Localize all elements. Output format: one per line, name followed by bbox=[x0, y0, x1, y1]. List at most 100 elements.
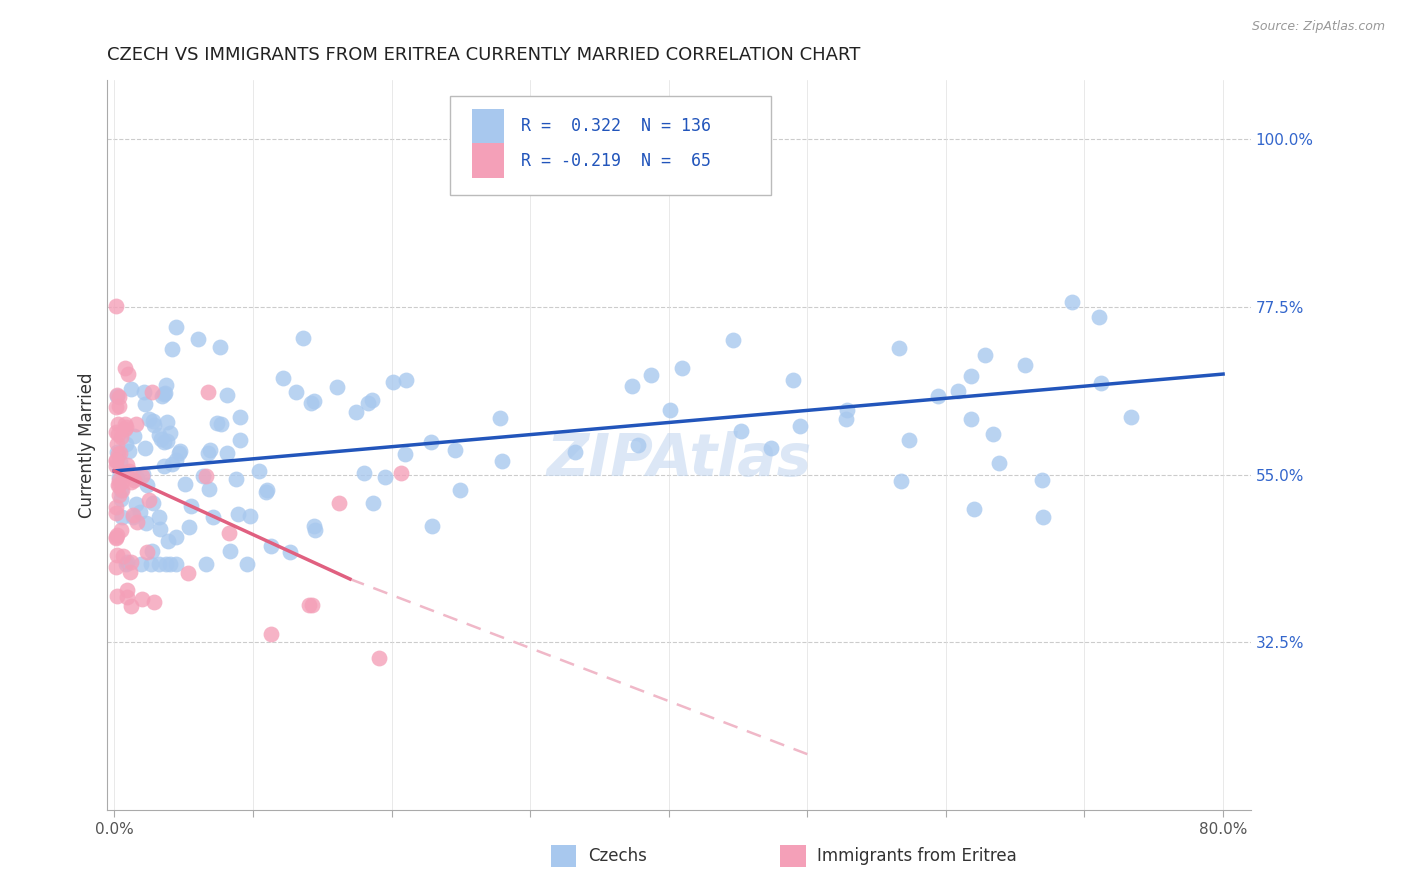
Point bbox=[104, 500, 127, 515]
Point bbox=[110, 492, 132, 507]
Point bbox=[104, 531, 127, 545]
Point bbox=[120, 382, 142, 396]
Point bbox=[153, 458, 176, 473]
Point bbox=[122, 510, 145, 524]
Point bbox=[256, 483, 278, 497]
Text: Source: ZipAtlas.com: Source: ZipAtlas.com bbox=[1251, 20, 1385, 33]
Point bbox=[138, 412, 160, 426]
Point bbox=[105, 436, 128, 450]
Point bbox=[104, 453, 127, 467]
Point bbox=[107, 399, 129, 413]
Point bbox=[120, 475, 142, 490]
Point bbox=[111, 510, 134, 524]
Point bbox=[229, 433, 252, 447]
Point bbox=[125, 417, 148, 431]
Point bbox=[115, 555, 138, 569]
Point bbox=[197, 385, 219, 400]
Point bbox=[165, 530, 187, 544]
Point bbox=[149, 432, 172, 446]
Point bbox=[108, 488, 131, 502]
Point bbox=[114, 422, 136, 436]
Point bbox=[105, 389, 128, 403]
Point bbox=[302, 518, 325, 533]
Point bbox=[897, 433, 920, 447]
Point bbox=[120, 599, 142, 614]
Point bbox=[1088, 310, 1111, 324]
Point bbox=[110, 430, 132, 444]
Point bbox=[108, 473, 131, 487]
Point bbox=[108, 446, 131, 460]
Text: R = -0.219  N =  65: R = -0.219 N = 65 bbox=[522, 152, 711, 169]
Point bbox=[135, 478, 157, 492]
Point bbox=[114, 420, 136, 434]
Point bbox=[489, 411, 512, 425]
Point bbox=[721, 333, 744, 347]
Text: Czechs: Czechs bbox=[588, 847, 647, 865]
Point bbox=[156, 415, 179, 429]
Point bbox=[138, 493, 160, 508]
Point bbox=[159, 557, 181, 571]
Point bbox=[114, 417, 136, 431]
Point bbox=[132, 384, 155, 399]
Point bbox=[1121, 410, 1143, 425]
Point bbox=[394, 447, 416, 461]
Point bbox=[148, 428, 170, 442]
Point bbox=[107, 388, 129, 402]
Point bbox=[419, 434, 441, 449]
Point bbox=[110, 523, 132, 537]
Point bbox=[107, 391, 129, 405]
Point bbox=[107, 548, 129, 562]
Point bbox=[118, 565, 141, 579]
Point bbox=[104, 506, 127, 520]
Point bbox=[640, 368, 662, 382]
Point bbox=[835, 403, 858, 417]
Point bbox=[108, 469, 131, 483]
Point bbox=[149, 522, 172, 536]
Point bbox=[148, 557, 170, 571]
Point bbox=[165, 452, 187, 467]
Point bbox=[260, 539, 283, 553]
Point bbox=[117, 590, 139, 604]
Point bbox=[107, 426, 129, 441]
Point bbox=[127, 515, 149, 529]
Point bbox=[104, 459, 127, 474]
Point bbox=[254, 485, 277, 500]
Point bbox=[959, 369, 981, 384]
Point bbox=[197, 446, 219, 460]
Point bbox=[759, 442, 782, 456]
Text: ZIPAtlas: ZIPAtlas bbox=[547, 431, 811, 488]
Point bbox=[193, 469, 215, 483]
Point bbox=[111, 474, 134, 488]
Point bbox=[1032, 510, 1054, 524]
Text: Immigrants from Eritrea: Immigrants from Eritrea bbox=[817, 847, 1017, 865]
Point bbox=[143, 595, 166, 609]
Point bbox=[218, 526, 240, 541]
Point bbox=[278, 545, 301, 559]
Point bbox=[564, 445, 586, 459]
Point bbox=[122, 429, 145, 443]
Point bbox=[389, 466, 412, 480]
Point bbox=[125, 471, 148, 485]
Point bbox=[107, 417, 129, 431]
Point bbox=[304, 523, 326, 537]
Point bbox=[180, 499, 202, 513]
Point bbox=[122, 473, 145, 487]
Point bbox=[135, 516, 157, 531]
Point bbox=[974, 348, 997, 362]
Point bbox=[374, 470, 396, 484]
Point bbox=[115, 466, 138, 480]
Point bbox=[167, 446, 190, 460]
Point bbox=[450, 483, 472, 498]
Point bbox=[218, 543, 240, 558]
Point bbox=[160, 342, 183, 356]
Point bbox=[963, 501, 986, 516]
Point bbox=[143, 417, 166, 432]
Point bbox=[988, 456, 1011, 470]
Point bbox=[152, 387, 174, 401]
Point bbox=[491, 454, 513, 468]
FancyBboxPatch shape bbox=[472, 109, 505, 144]
Point bbox=[134, 441, 156, 455]
Point bbox=[960, 412, 983, 426]
Point bbox=[114, 361, 136, 376]
Point bbox=[159, 425, 181, 440]
